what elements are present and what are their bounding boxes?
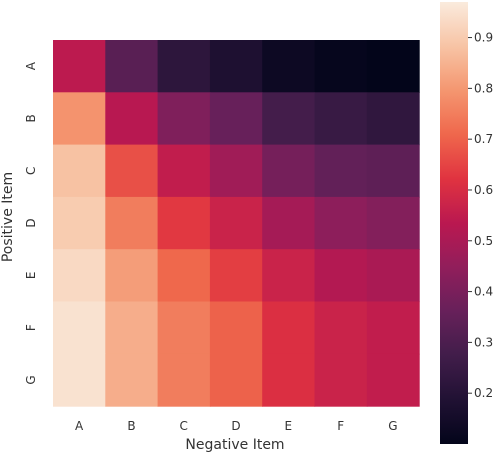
- x-tick-label: G: [388, 419, 397, 433]
- y-tick-label: F: [24, 324, 38, 331]
- x-tick-label: E: [285, 419, 293, 433]
- heatmap-cell-B-F: [314, 92, 368, 146]
- heatmap-cell-F-G: [366, 301, 420, 355]
- heatmap-cell-E-G: [366, 249, 420, 303]
- heatmap-cell-F-C: [157, 301, 211, 355]
- heatmap-cell-A-E: [262, 40, 316, 93]
- y-axis-ticks: A B C D E F G: [24, 61, 38, 384]
- heatmap-cell-F-A: [53, 301, 106, 355]
- x-tick-label: F: [337, 419, 344, 433]
- heatmap-cell-G-G: [366, 353, 420, 407]
- colorbar-gradient: [440, 2, 468, 444]
- y-tick-label: A: [24, 61, 38, 70]
- heatmap-cell-F-E: [262, 301, 316, 355]
- y-tick-label: D: [24, 218, 38, 227]
- heatmap-cell-D-B: [105, 196, 159, 250]
- heatmap-cell-B-B: [105, 92, 159, 146]
- heatmap-cell-E-F: [314, 249, 368, 303]
- x-tick-label: C: [180, 419, 188, 433]
- colorbar-tick-label: 0.9: [474, 31, 493, 45]
- heatmap-cell-B-C: [157, 92, 211, 146]
- x-axis-label: Negative Item: [185, 437, 284, 453]
- heatmap-cell-C-A: [53, 144, 106, 198]
- x-axis-ticks: A B C D E F G: [75, 419, 398, 433]
- heatmap-cell-A-C: [157, 40, 211, 93]
- heatmap-cell-B-A: [53, 92, 106, 146]
- heatmap-cell-C-F: [314, 144, 368, 198]
- y-axis-label: Positive Item: [0, 172, 16, 262]
- heatmap-cell-C-B: [105, 144, 159, 198]
- y-tick-label: C: [24, 167, 38, 175]
- heatmap-cell-G-B: [105, 353, 159, 407]
- heatmap-cell-F-B: [105, 301, 159, 355]
- colorbar-tick-label: 0.2: [474, 386, 493, 400]
- colorbar-tick-label: 0.8: [474, 81, 493, 95]
- heatmap-cell-E-B: [105, 249, 159, 303]
- heatmap-cell-B-E: [262, 92, 316, 146]
- heatmap-cell-D-G: [366, 196, 420, 250]
- heatmap-cell-A-A: [53, 40, 106, 93]
- heatmap-cell-B-D: [209, 92, 263, 146]
- heatmap-cell-E-D: [209, 249, 263, 303]
- x-tick-label: A: [75, 419, 84, 433]
- heatmap-cell-F-D: [209, 301, 263, 355]
- heatmap-cell-G-A: [53, 353, 106, 407]
- heatmap-cell-G-F: [314, 353, 368, 407]
- heatmap-cell-F-F: [314, 301, 368, 355]
- colorbar: 0.2 0.3 0.4 0.5 0.6 0.7 0.8 0.9: [440, 2, 493, 444]
- heatmap-cell-D-E: [262, 196, 316, 250]
- heatmap-cell-E-A: [53, 249, 106, 303]
- heatmap-cell-C-D: [209, 144, 263, 198]
- heatmap-cell-B-G: [366, 92, 420, 146]
- heatmap-cell-C-C: [157, 144, 211, 198]
- colorbar-tick-label: 0.3: [474, 335, 493, 349]
- colorbar-tick-label: 0.4: [474, 285, 493, 299]
- colorbar-tick-label: 0.5: [474, 234, 493, 248]
- colorbar-tick-label: 0.7: [474, 132, 493, 146]
- heatmap-cell-A-B: [105, 40, 159, 93]
- colorbar-tick-label: 0.6: [474, 183, 493, 197]
- heatmap-cell-C-G: [366, 144, 420, 198]
- heatmap-cell-D-C: [157, 196, 211, 250]
- x-tick-label: B: [127, 419, 135, 433]
- y-tick-label: B: [24, 114, 38, 122]
- colorbar-ticks: 0.2 0.3 0.4 0.5 0.6 0.7 0.8 0.9: [468, 31, 493, 400]
- heatmap-cell-G-E: [262, 353, 316, 407]
- x-tick-label: D: [231, 419, 240, 433]
- y-tick-label: G: [24, 375, 38, 384]
- heatmap-cell-A-G: [366, 40, 420, 93]
- heatmap-cell-G-D: [209, 353, 263, 407]
- heatmap-cell-A-F: [314, 40, 368, 93]
- heatmap-cell-A-D: [209, 40, 263, 93]
- heatmap-cells: [53, 40, 420, 407]
- heatmap-cell-C-E: [262, 144, 316, 198]
- heatmap-cell-E-C: [157, 249, 211, 303]
- heatmap-cell-G-C: [157, 353, 211, 407]
- heatmap-cell-D-D: [209, 196, 263, 250]
- heatmap-cell-D-F: [314, 196, 368, 250]
- y-tick-label: E: [24, 272, 38, 280]
- heatmap-cell-D-A: [53, 196, 106, 250]
- heatmap-cell-E-E: [262, 249, 316, 303]
